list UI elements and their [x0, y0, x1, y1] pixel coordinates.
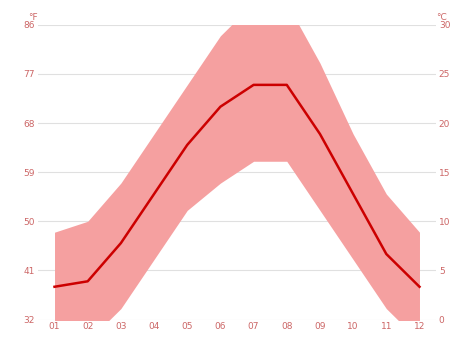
Text: °C: °C [436, 13, 447, 22]
Text: °F: °F [28, 13, 38, 22]
